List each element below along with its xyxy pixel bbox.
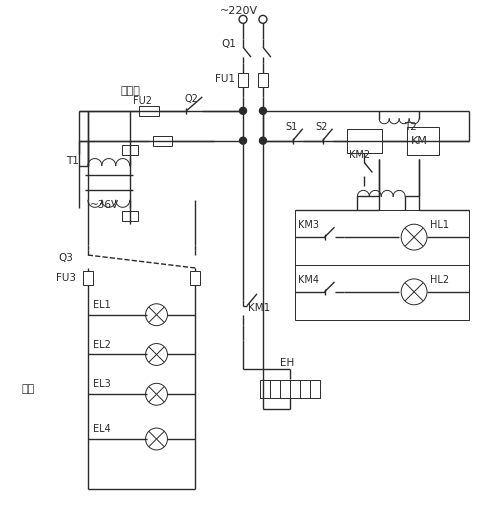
Text: HL1: HL1 <box>430 220 449 230</box>
Bar <box>295 210 469 320</box>
Circle shape <box>240 137 246 144</box>
Text: HL2: HL2 <box>430 275 449 285</box>
Text: 配电层: 配电层 <box>120 86 141 96</box>
Text: FU3: FU3 <box>56 273 76 283</box>
Text: ~36V: ~36V <box>90 200 119 210</box>
Text: KM3: KM3 <box>298 220 318 230</box>
Circle shape <box>146 428 168 450</box>
Circle shape <box>146 384 168 405</box>
Text: T2: T2 <box>404 122 417 132</box>
Bar <box>190 271 200 285</box>
Bar <box>138 106 158 116</box>
Text: EL4: EL4 <box>93 424 110 434</box>
Bar <box>83 271 93 285</box>
Circle shape <box>401 224 427 250</box>
Text: KM4: KM4 <box>298 275 318 285</box>
Circle shape <box>401 279 427 305</box>
Bar <box>238 73 248 87</box>
Bar <box>258 73 268 87</box>
Circle shape <box>259 15 267 24</box>
Text: ~220V: ~220V <box>220 6 258 16</box>
Circle shape <box>260 137 266 144</box>
Circle shape <box>146 344 168 365</box>
Circle shape <box>146 304 168 325</box>
Bar <box>122 145 138 155</box>
Bar <box>152 136 172 146</box>
Text: EH: EH <box>280 358 294 368</box>
Circle shape <box>239 15 247 24</box>
Text: T1: T1 <box>66 156 79 166</box>
Text: Q2: Q2 <box>184 94 198 104</box>
Text: 照明: 照明 <box>22 384 35 394</box>
Text: Q3: Q3 <box>58 253 73 263</box>
Text: S2: S2 <box>316 122 328 132</box>
Bar <box>122 211 138 221</box>
Bar <box>407 127 439 155</box>
Text: KM2: KM2 <box>350 149 370 160</box>
Circle shape <box>260 107 266 114</box>
Text: KM1: KM1 <box>248 303 270 313</box>
Text: Q1: Q1 <box>221 39 236 49</box>
Circle shape <box>240 107 246 114</box>
Text: EL2: EL2 <box>93 340 111 350</box>
Text: FU2: FU2 <box>132 96 152 106</box>
Text: EL1: EL1 <box>93 300 110 310</box>
Bar <box>348 129 382 152</box>
Bar <box>260 380 320 398</box>
Text: S1: S1 <box>286 122 298 132</box>
Text: FU1: FU1 <box>215 74 235 84</box>
Text: KM: KM <box>411 136 428 146</box>
Text: EL3: EL3 <box>93 379 110 389</box>
